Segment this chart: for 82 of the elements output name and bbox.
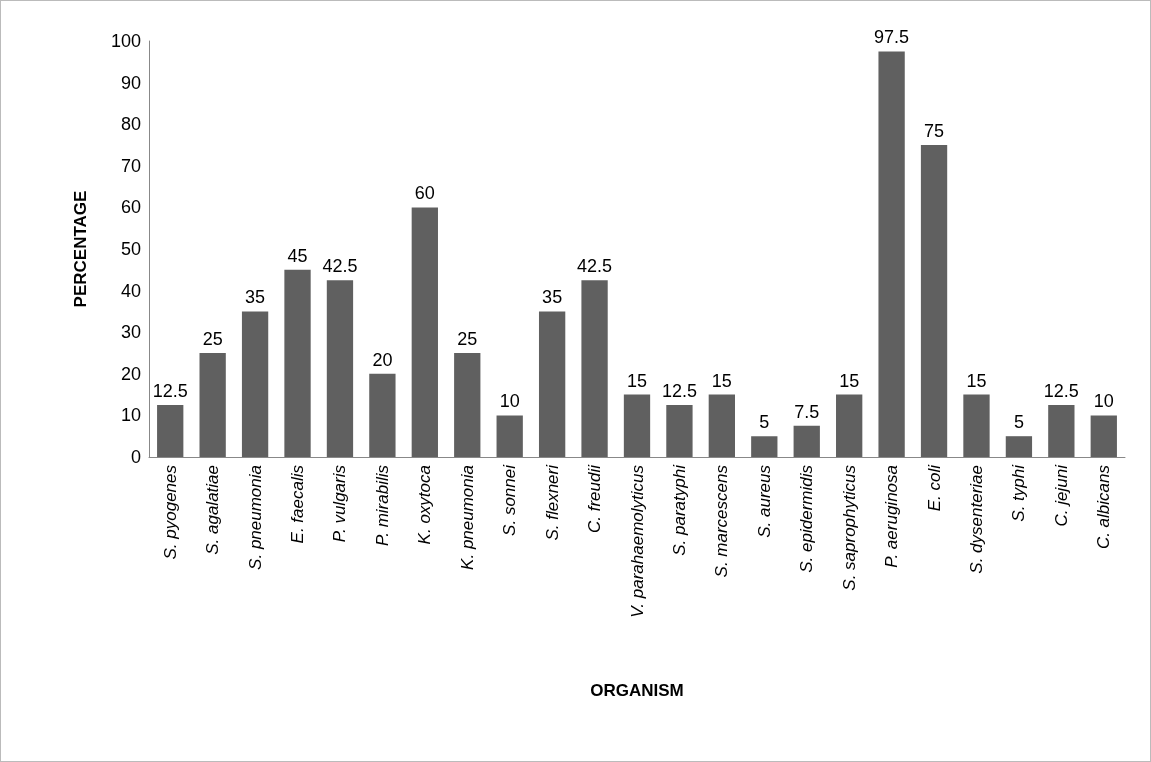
y-tick-label: 50 [120, 239, 141, 259]
bar [411, 207, 438, 457]
x-tick-label: P. mirabilis [372, 464, 392, 546]
y-tick-label: 0 [130, 447, 141, 467]
x-tick-label: S. agalatiae [203, 465, 223, 555]
x-tick-label: K. pneumonia [457, 465, 477, 570]
data-label: 15 [839, 370, 860, 391]
data-label: 35 [245, 287, 266, 308]
x-tick-label: E. faecalis [288, 464, 308, 544]
y-tick-label: 10 [120, 405, 141, 426]
data-label: 15 [711, 370, 732, 391]
bar [157, 405, 184, 457]
data-label: 25 [202, 329, 223, 349]
bar [963, 394, 990, 457]
data-label: 20 [372, 349, 393, 370]
bar [1005, 436, 1033, 457]
x-tick-label: S. epidermidis [797, 464, 817, 573]
x-tick-label: S. dysenteriae [966, 465, 986, 574]
bar [326, 280, 354, 457]
data-label: 35 [542, 287, 563, 308]
x-tick-label: S. flexneri [542, 463, 562, 541]
x-tick-label: E. coli [924, 463, 944, 512]
bar [199, 353, 226, 457]
bar [920, 145, 948, 457]
bar [284, 269, 311, 457]
x-tick-label: C. jejuni [1051, 463, 1071, 527]
bar [1090, 415, 1117, 457]
x-axis-title: ORGANISM [590, 681, 684, 700]
data-label: 12.5 [1043, 381, 1079, 401]
bar [454, 353, 481, 457]
bar [241, 311, 269, 457]
y-tick-label: 90 [120, 72, 141, 93]
data-label: 5 [759, 412, 770, 433]
x-tick-label: S. pneumonia [245, 465, 265, 570]
x-tick-label: C. freudii [585, 463, 605, 534]
x-tick-label: P. vulgaris [330, 464, 350, 543]
y-tick-label: 20 [120, 363, 141, 384]
x-tick-label: S. aureus [754, 464, 774, 538]
data-label: 25 [457, 329, 478, 349]
y-tick-label: 70 [120, 155, 141, 176]
y-tick-label: 100 [110, 31, 141, 51]
data-label: 15 [626, 370, 648, 391]
y-tick-label: 80 [120, 114, 141, 135]
data-label: 42.5 [322, 256, 358, 277]
x-tick-label: S. paratyphi [669, 463, 689, 556]
data-label: 10 [499, 391, 520, 412]
data-label: 15 [966, 370, 987, 391]
data-label: 60 [414, 183, 435, 204]
bar [369, 373, 396, 457]
data-label: 5 [1013, 412, 1024, 433]
x-tick-label: C. albicans [1094, 464, 1114, 550]
bar [836, 394, 863, 457]
x-tick-label: S. sonnei [500, 463, 520, 536]
bar [538, 311, 566, 457]
bar [666, 405, 693, 457]
data-label: 12.5 [661, 381, 697, 401]
x-tick-label: K. oxytoca [415, 465, 435, 545]
data-label: 42.5 [577, 256, 613, 277]
bar [581, 280, 608, 457]
data-label: 7.5 [794, 401, 820, 422]
x-tick-label: S. pyogenes [160, 464, 180, 560]
bar [751, 436, 778, 457]
x-tick-label: S. marcescens [712, 464, 732, 578]
y-axis-title: PERCENTAGE [71, 190, 90, 308]
y-tick-label: 40 [120, 280, 141, 301]
x-tick-label: S. typhi [1009, 463, 1029, 522]
bar [1048, 405, 1075, 457]
bar [708, 394, 736, 457]
bar [878, 51, 905, 457]
x-tick-label: S. saprophyticus [839, 464, 859, 591]
bar [623, 394, 651, 457]
bar [496, 415, 523, 457]
data-label: 45 [287, 245, 308, 266]
data-label: 75 [924, 121, 945, 141]
data-label: 97.5 [874, 27, 910, 48]
y-tick-label: 30 [120, 322, 141, 343]
x-tick-label: V. parahaemolyticus [627, 464, 647, 618]
x-tick-label: P. aeruginosa [882, 465, 902, 568]
data-label: 10 [1093, 391, 1114, 412]
data-label: 12.5 [152, 381, 188, 401]
bar [793, 425, 820, 457]
y-tick-label: 60 [120, 197, 141, 218]
